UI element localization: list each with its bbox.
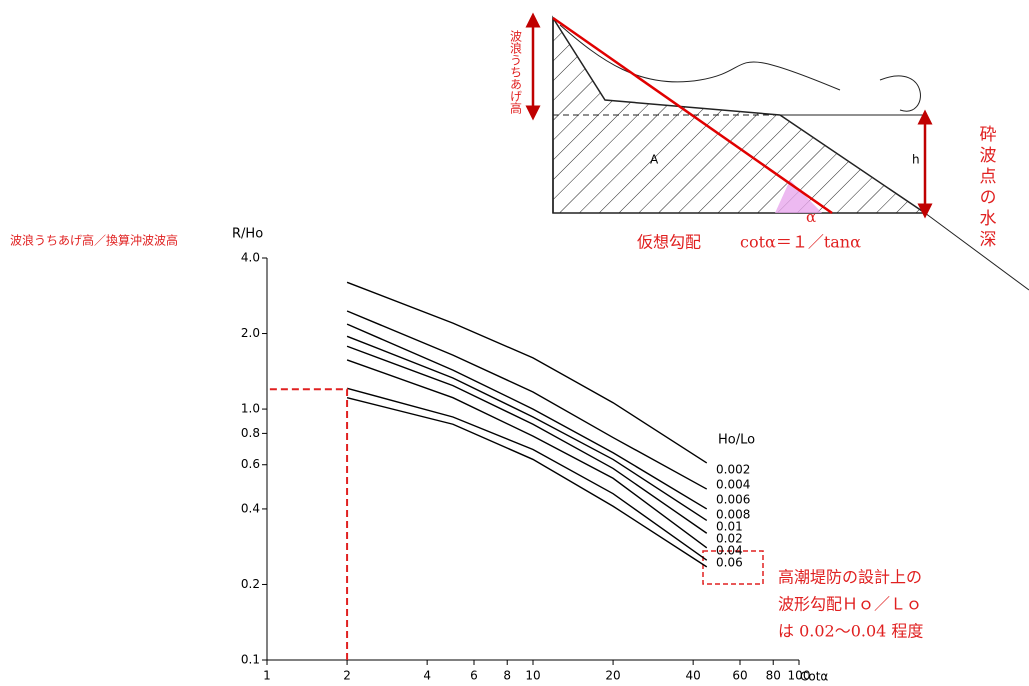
note-line: 波形勾配Ｈｏ／Ｌｏ [778,595,922,614]
x-label: Cotα [800,670,828,684]
wave [559,24,921,112]
legend-label: 0.01 [716,520,743,534]
y-tick-label: 4.0 [241,251,260,265]
curve [346,335,708,521]
angle-fill [775,180,822,213]
y-tick-label: 0.8 [241,426,260,440]
curve [346,397,708,568]
slope-label: 仮想勾配 [637,233,701,252]
seabed [924,212,1029,291]
note-line: は 0.02～0.04 程度 [778,622,923,641]
curve [346,345,708,534]
legend-label: 0.002 [716,463,750,477]
y-tick-label: 2.0 [241,326,260,340]
curve [346,310,708,490]
legend-label: 0.004 [716,478,750,492]
guide-line [267,388,349,660]
legend-title: Ho/Lo [718,433,755,448]
angle-symbol: α [806,208,816,226]
y-tick-label: 0.4 [241,501,260,515]
x-tick-label: 4 [423,669,431,683]
y-label: R/Ho [232,227,263,242]
x-tick-label: 1 [263,669,271,683]
depth-label: 砕波点の水深 [976,125,997,251]
x-tick-label: 80 [766,669,781,683]
y-tick-label: 0.1 [241,653,260,667]
runup-label: 波浪うちあげ高 [509,30,523,115]
x-tick-label: 60 [732,669,747,683]
curve [346,359,708,549]
x-tick-label: 8 [503,669,511,683]
note-line: 高潮堤防の設計上の [778,568,922,587]
diagram: 波浪うちあげ高 砕波点の水深 A h α 仮想勾配 cotα＝１／tanα [509,12,1029,291]
legend-label: 0.06 [716,556,743,570]
legend-label: 0.006 [716,493,750,507]
y-axis-caption: 波浪うちあげ高／換算沖波波高 [10,233,178,248]
curve [346,323,708,510]
x-tick-label: 2 [343,669,351,683]
y-tick-label: 0.6 [241,457,260,471]
legend-label: 0.02 [716,532,743,546]
virtual-slope [552,16,833,215]
y-tick-label: 1.0 [241,402,260,416]
y-tick-label: 0.2 [241,577,260,591]
x-tick-label: 20 [605,669,620,683]
highlight-box [702,550,764,585]
curve [346,281,708,464]
area-label: A [650,153,659,167]
x-tick-label: 40 [686,669,701,683]
x-tick-label: 10 [525,669,540,683]
x-tick-label: 100 [788,669,811,683]
depth-symbol: h [912,153,920,167]
legend-label: 0.04 [716,544,743,558]
legend-label: 0.008 [716,508,750,522]
curve [346,387,708,561]
formula: cotα＝１／tanα [740,233,861,252]
x-tick-label: 6 [470,669,478,683]
